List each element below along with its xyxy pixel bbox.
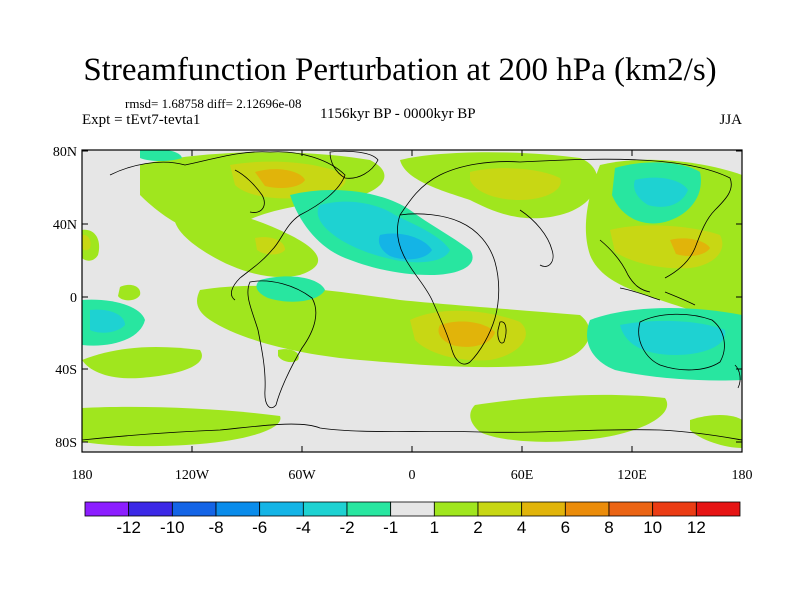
colorbar-label: -4 (296, 518, 311, 537)
colorbar-swatch (521, 501, 566, 517)
colorbar (84, 501, 741, 517)
lon-label: 120W (175, 468, 210, 483)
stats-label: rmsd= 1.68758 diff= 2.12696e-08 (125, 96, 302, 111)
colorbar-labels: -12 -10 -8 -6 -4 -2 -1 1 2 4 6 8 10 12 (116, 518, 705, 537)
lon-label: 120E (617, 468, 647, 483)
lat-label: 40S (55, 363, 77, 378)
colorbar-label: -8 (208, 518, 223, 537)
colorbar-swatch (259, 501, 304, 517)
lon-label: 0 (409, 468, 416, 483)
lat-label: 40N (53, 218, 77, 233)
colorbar-label: 10 (643, 518, 662, 537)
lon-label: 180 (72, 468, 93, 483)
colorbar-label: -12 (116, 518, 141, 537)
colorbar-label: 2 (473, 518, 482, 537)
lat-label: 80N (53, 145, 77, 160)
coastlines (82, 150, 742, 441)
colorbar-swatch (652, 501, 697, 517)
colorbar-label: 8 (604, 518, 613, 537)
colorbar-swatch (302, 501, 348, 517)
colorbar-swatch (608, 501, 654, 517)
colorbar-swatch (564, 501, 610, 517)
lon-label: 180 (732, 468, 753, 483)
colorbar-swatch (695, 501, 741, 517)
colorbar-swatch (128, 501, 173, 517)
lon-label: 60W (288, 468, 316, 483)
colorbar-swatch (346, 501, 392, 517)
colorbar-label: 6 (561, 518, 570, 537)
colorbar-swatch (215, 501, 261, 517)
season-label: JJA (719, 112, 742, 128)
colorbar-swatch (84, 501, 130, 517)
colorbar-label: 1 (430, 518, 439, 537)
contour-fill (82, 150, 742, 448)
colorbar-label: -6 (252, 518, 267, 537)
period-label: 1156kyr BP - 0000kyr BP (320, 106, 476, 122)
colorbar-label: -10 (160, 518, 185, 537)
colorbar-swatch (171, 501, 217, 517)
colorbar-label: -1 (383, 518, 398, 537)
colorbar-label: -2 (339, 518, 354, 537)
lat-label: 80S (55, 436, 77, 451)
colorbar-swatch (390, 501, 435, 517)
colorbar-label: 12 (687, 518, 706, 537)
colorbar-swatch (433, 501, 479, 517)
lon-tick-marks (81, 150, 743, 452)
experiment-label: Expt = tEvt7-tevta1 (82, 112, 201, 128)
colorbar-swatch (477, 501, 523, 517)
colorbar-label: 4 (517, 518, 526, 537)
plot-title: Streamfunction Perturbation at 200 hPa (… (83, 52, 717, 88)
lat-tick-marks (82, 150, 742, 443)
lon-label: 60E (511, 468, 534, 483)
lat-label: 0 (70, 291, 77, 306)
